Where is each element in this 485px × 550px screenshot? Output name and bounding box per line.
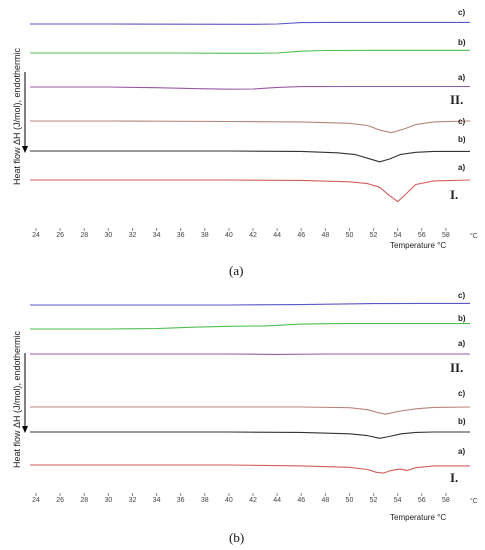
- label-II-a-a: a): [458, 73, 465, 82]
- label-II-c-b: c): [458, 291, 465, 300]
- x-unit-a: °C: [470, 232, 478, 240]
- curve-II-b-a: [30, 49, 470, 54]
- label-II-b-b: b): [458, 314, 466, 323]
- x-tick-label-a: 44: [273, 232, 281, 239]
- x-tick-label-b: 46: [297, 497, 305, 504]
- curve-II-c-b: [30, 302, 470, 306]
- group-label-I-a: I.: [450, 187, 458, 202]
- caption-a: (a): [229, 263, 243, 278]
- y-arrow-head-b: [22, 426, 28, 433]
- x-unit-b: °C: [470, 497, 478, 505]
- label-I-b-b: b): [458, 417, 466, 426]
- curve-I-a-b: [30, 464, 470, 474]
- x-ticks-a: 24 26 28 30 32 34 36 38 40 42 44 46 48 50 52 54 56 58: [32, 228, 450, 239]
- label-II-a-b: a): [458, 339, 465, 348]
- caption-b: (b): [229, 530, 244, 545]
- curve-II-a-a: [30, 85, 470, 90]
- x-axis-label-a: Temperature °C: [390, 241, 446, 250]
- x-tick-label-b: 56: [418, 497, 426, 504]
- curve-I-a-a: [30, 179, 471, 203]
- x-tick-label-b: 40: [225, 497, 233, 504]
- x-tick-label-b: 54: [394, 497, 402, 504]
- x-tick-label-b: 48: [321, 497, 329, 504]
- curve-II-b-b: [30, 323, 470, 330]
- x-tick-label-a: 36: [177, 232, 185, 239]
- label-I-c-b: c): [458, 389, 465, 398]
- x-tick-label-a: 48: [321, 232, 329, 239]
- x-tick-label-a: 26: [56, 232, 64, 239]
- curve-II-c-a: [30, 21, 470, 25]
- x-tick-label-a: 30: [104, 232, 112, 239]
- label-I-a-a: a): [458, 163, 465, 172]
- x-tick-label-b: 36: [177, 497, 185, 504]
- x-tick-label-b: 34: [153, 497, 161, 504]
- x-tick-label-b: 24: [32, 497, 40, 504]
- x-tick-label-b: 58: [442, 497, 450, 504]
- x-ticks-b: 24 26 28 30 32 34 36 38 40 42 44 46 48 50 52 54 56 58: [32, 493, 450, 504]
- x-tick-label-a: 56: [418, 232, 426, 239]
- label-I-c-a: c): [458, 117, 465, 126]
- x-tick-label-a: 34: [153, 232, 161, 239]
- x-tick-label-b: 38: [201, 497, 209, 504]
- panel-a: Heat flow ΔH (J/mol), endothermic 24 26 28…: [12, 8, 478, 278]
- y-axis-label-a: Heat flow ΔH (J/mol), endothermic: [12, 47, 22, 185]
- x-tick-label-b: 26: [56, 497, 64, 504]
- group-label-II-b: II.: [450, 360, 463, 375]
- label-II-c-a: c): [458, 8, 465, 17]
- x-tick-label-a: 46: [297, 232, 305, 239]
- x-tick-label-b: 42: [249, 497, 257, 504]
- x-tick-label-a: 50: [346, 232, 354, 239]
- x-axis-label-b: Temperature °C: [390, 513, 446, 522]
- label-II-b-a: b): [458, 38, 466, 47]
- x-tick-label-b: 44: [273, 497, 281, 504]
- x-tick-label-b: 50: [346, 497, 354, 504]
- y-arrow-head-a: [22, 146, 28, 153]
- group-label-II-a: II.: [450, 92, 463, 107]
- x-tick-label-a: 42: [249, 232, 257, 239]
- x-tick-label-b: 52: [370, 497, 378, 504]
- x-tick-label-a: 58: [442, 232, 450, 239]
- y-axis-label-b: Heat flow ΔH (J/mol), endothermic: [12, 330, 22, 468]
- x-tick-label-a: 54: [394, 232, 402, 239]
- curves-b: [30, 302, 471, 474]
- x-tick-label-b: 32: [129, 497, 137, 504]
- x-tick-label-b: 28: [80, 497, 88, 504]
- curve-I-c-b: [30, 406, 471, 415]
- x-tick-label-a: 52: [370, 232, 378, 239]
- group-label-I-b: I.: [450, 470, 458, 485]
- panel-b: Heat flow ΔH (J/mol), endothermic 24 26 28…: [12, 291, 478, 545]
- x-tick-label-a: 38: [201, 232, 209, 239]
- x-tick-label-a: 32: [129, 232, 137, 239]
- curve-I-b-b: [30, 431, 470, 439]
- x-tick-label-b: 30: [104, 497, 112, 504]
- x-tick-label-a: 28: [80, 232, 88, 239]
- curves-a: [30, 21, 471, 203]
- label-I-b-a: b): [458, 135, 466, 144]
- x-tick-label-a: 40: [225, 232, 233, 239]
- label-I-a-b: a): [458, 447, 465, 456]
- curve-I-c-a: [30, 120, 471, 134]
- curve-I-b-a: [30, 150, 470, 163]
- x-tick-label-a: 24: [32, 232, 40, 239]
